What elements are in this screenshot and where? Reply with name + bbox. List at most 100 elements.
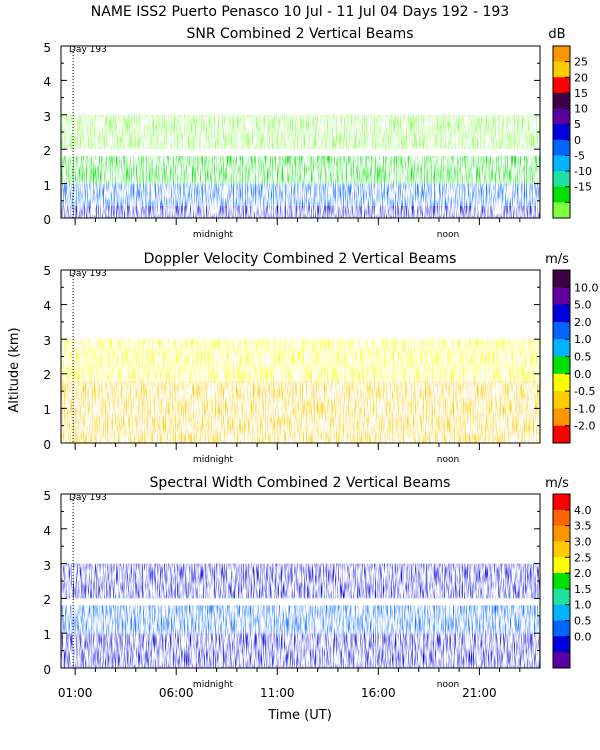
colorbar-tick-label: -10: [574, 165, 592, 178]
y-tick-label: 2: [43, 144, 51, 158]
panel-title: Spectral Width Combined 2 Vertical Beams: [150, 475, 451, 491]
colorbar-segment: [553, 155, 570, 172]
day-marker-label: Day 193: [69, 493, 107, 503]
colorbar-tick-label: 20: [574, 71, 588, 84]
colorbar-tick-label: 0.5: [574, 351, 592, 364]
colorbar-tick-label: -0.5: [574, 385, 595, 398]
colorbar-segment: [553, 588, 570, 606]
colorbar-segment: [553, 494, 570, 511]
y-tick-label: 0: [43, 213, 51, 227]
colorbar-frame: [552, 45, 571, 219]
colorbar-tick-label: 3.0: [574, 535, 592, 548]
colorbar-tick-label: 0.5: [574, 615, 592, 628]
colorbar-tick-label: -15: [574, 181, 592, 194]
heatmap-layer: [61, 605, 540, 634]
colorbar-segment: [553, 202, 570, 219]
noon-label: noon: [437, 680, 459, 690]
colorbar-tick-label: 1.0: [574, 333, 592, 346]
heatmap-layer: [61, 339, 540, 381]
colorbar-tick-label: -5: [574, 149, 585, 162]
colorbar-segment: [553, 509, 570, 527]
colorbar-segment: [553, 124, 570, 141]
colorbar-tick-label: 2.5: [574, 551, 592, 564]
colorbar-segment: [553, 425, 570, 444]
colorbar-segment: [553, 557, 570, 574]
y-tick-label: 5: [43, 264, 51, 278]
colorbar-segment: [553, 186, 570, 203]
day-marker-label: Day 193: [69, 45, 107, 55]
heatmap-area: [60, 45, 541, 225]
x-tick-label: 01:00: [58, 686, 93, 700]
colorbar-tick-label: -1.0: [574, 402, 595, 415]
x-tick-label: 06:00: [159, 686, 194, 700]
heatmap-field: [61, 563, 540, 668]
panel-title: Doppler Velocity Combined 2 Vertical Bea…: [144, 251, 457, 267]
panel-title: SNR Combined 2 Vertical Beams: [186, 26, 413, 42]
x-tick-labels: 01:00 06:00 11:00 16:00 21:00: [58, 686, 497, 700]
colorbar-tick-label: 15: [574, 87, 588, 100]
heatmap-layer: [61, 563, 540, 599]
y-tick-label: 1: [43, 179, 51, 193]
colorbar-tick-label: 5.0: [574, 299, 592, 312]
colorbar-tick-label: 2.0: [574, 567, 592, 580]
colorbar-tick-label: 4.0: [574, 504, 592, 517]
colorbar: [552, 45, 571, 219]
colorbar-tick-label: 0.0: [574, 630, 592, 643]
noon-label: noon: [437, 230, 459, 240]
colorbar-tick-label: 0: [574, 134, 581, 147]
x-axis-label: Time (UT): [267, 708, 332, 723]
colorbar-tick-label: 1.0: [574, 599, 592, 612]
x-tick-label: 21:00: [462, 686, 497, 700]
heatmap-area: [60, 269, 541, 450]
colorbar-unit: m/s: [545, 476, 569, 491]
y-tick-label: 1: [43, 628, 51, 642]
y-axis-label: Altitude (km): [7, 327, 22, 412]
colorbar-segment: [553, 636, 570, 653]
y-tick-label: 1: [43, 403, 51, 417]
y-tick-label: 3: [43, 110, 51, 124]
colorbar-segment: [553, 304, 570, 323]
midnight-label: midnight: [193, 455, 234, 465]
heatmap-layer: [61, 633, 540, 668]
colorbar-tick-label: -2.0: [574, 420, 595, 433]
heatmap-field: [61, 339, 540, 443]
colorbar-segment: [553, 356, 570, 375]
heatmap-field: [61, 114, 540, 218]
heatmap-layer: [61, 114, 540, 150]
colorbar-segment: [553, 61, 570, 78]
colorbar-segment: [553, 541, 570, 558]
noon-label: noon: [437, 455, 459, 465]
colorbar-segment: [553, 77, 570, 94]
colorbar-tick-label: 10: [574, 103, 588, 116]
main-title: NAME ISS2 Puerto Penasco 10 Jul - 11 Jul…: [91, 4, 509, 20]
colorbar-segment: [553, 108, 570, 125]
y-tick-label: 2: [43, 593, 51, 607]
colorbar: [552, 493, 571, 669]
colorbar-segment: [553, 573, 570, 590]
colorbar-segment: [553, 287, 570, 306]
y-tick-label: 0: [43, 663, 51, 677]
heatmap-layer: [61, 156, 540, 184]
colorbar-tick-label: 25: [574, 56, 588, 69]
doppler-panel: Doppler Velocity Combined 2 Vertical Bea…: [43, 251, 598, 465]
y-tick-label: 3: [43, 559, 51, 573]
x-tick-label: 11:00: [260, 686, 295, 700]
colorbar-tick-label: 1.5: [574, 583, 592, 596]
colorbar-segment: [553, 139, 570, 156]
colorbar-unit: m/s: [545, 252, 569, 267]
colorbar-tick-label: 0.0: [574, 368, 592, 381]
y-tick-label: 4: [43, 75, 51, 89]
spectral-width-panel: Spectral Width Combined 2 Vertical Beams…: [43, 475, 591, 690]
colorbar-tick-label: 5: [574, 118, 581, 131]
colorbar-segment: [553, 408, 570, 427]
y-tick-label: 5: [43, 489, 51, 503]
midnight-label: midnight: [193, 680, 234, 690]
colorbar-segment: [553, 391, 570, 409]
colorbar-segment: [553, 339, 570, 357]
heatmap-layer: [61, 183, 540, 206]
colorbar-frame: [552, 493, 571, 669]
heatmap-layer: [61, 380, 540, 443]
colorbar-segment: [553, 270, 570, 288]
y-tick-label: 3: [43, 334, 51, 348]
colorbar-segment: [553, 525, 570, 542]
